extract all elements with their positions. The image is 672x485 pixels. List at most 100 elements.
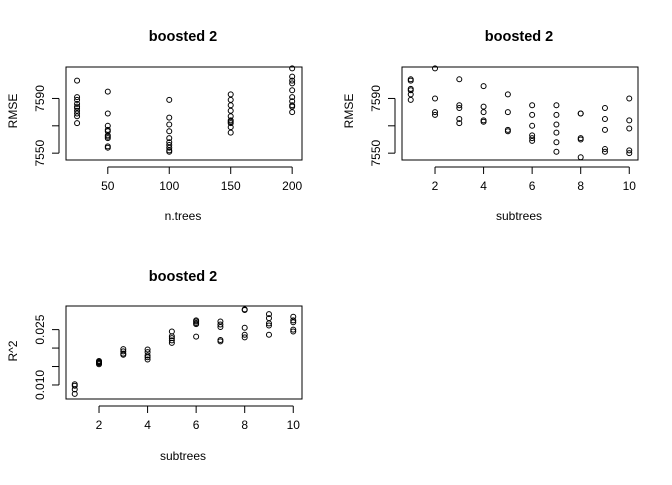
x-tick-label: 8: [241, 418, 248, 432]
data-point: [553, 148, 560, 155]
data-point: [104, 144, 111, 151]
y-axis-label: RMSE: [342, 94, 356, 129]
data-point: [553, 111, 560, 118]
data-point: [265, 311, 272, 318]
data-point: [289, 102, 296, 109]
data-point: [74, 100, 81, 107]
data-point: [480, 109, 487, 116]
panel-title: boosted 2: [149, 29, 217, 45]
data-point: [265, 322, 272, 329]
data-point: [601, 115, 608, 122]
data-point: [144, 354, 151, 361]
y-axis-label: RMSE: [6, 94, 20, 129]
data-point: [104, 110, 111, 117]
panel-title: boosted 2: [149, 269, 217, 285]
data-point: [529, 122, 536, 129]
data-point: [71, 386, 78, 393]
x-axis-label: subtrees: [496, 209, 542, 223]
data-point: [577, 136, 584, 143]
panel-title: boosted 2: [485, 29, 553, 45]
data-point: [290, 319, 297, 326]
y-tick-label: 0.025: [33, 314, 47, 344]
data-point: [168, 339, 175, 346]
data-point: [529, 137, 536, 144]
data-point: [74, 77, 81, 84]
data-point: [626, 117, 633, 124]
data-point: [227, 120, 234, 127]
x-tick-label: 50: [101, 179, 115, 193]
plot-frame: [65, 66, 303, 161]
data-point: [74, 94, 81, 101]
data-point: [71, 382, 78, 389]
data-point: [601, 148, 608, 155]
data-point: [241, 331, 248, 338]
data-point: [227, 129, 234, 136]
y-tick-label: 7590: [369, 85, 383, 112]
data-point: [553, 102, 560, 109]
data-point: [289, 94, 296, 101]
data-point: [553, 139, 560, 146]
data-point: [407, 87, 414, 94]
y-tick-label: 7550: [33, 139, 47, 166]
data-point: [166, 121, 173, 128]
y-tick-label: 7590: [33, 85, 47, 112]
data-point: [227, 117, 234, 124]
data-point: [166, 128, 173, 135]
data-point: [120, 348, 127, 355]
x-tick-label: 2: [96, 418, 103, 432]
data-point: [217, 338, 224, 345]
data-point: [241, 324, 248, 331]
data-point: [166, 135, 173, 142]
data-point: [74, 96, 81, 103]
data-point: [104, 126, 111, 133]
data-point: [289, 73, 296, 80]
data-point: [456, 76, 463, 83]
data-point: [104, 133, 111, 140]
data-point: [504, 91, 511, 98]
data-point: [144, 346, 151, 353]
data-point: [407, 76, 414, 83]
data-point: [432, 95, 439, 102]
data-point: [166, 114, 173, 121]
data-point: [289, 80, 296, 87]
x-tick-label: 200: [282, 179, 302, 193]
data-point: [217, 324, 224, 331]
data-point: [626, 150, 633, 157]
data-point: [217, 321, 224, 328]
data-point: [456, 120, 463, 127]
panel-rmse-vs-ntrees: boosted 2 n.trees RMSE 50 100 150 200 7550 75…: [6, 29, 303, 223]
x-axis-label: n.trees: [165, 209, 202, 223]
data-point: [432, 65, 439, 72]
data-point: [529, 135, 536, 142]
data-point: [71, 390, 78, 397]
data-point: [290, 326, 297, 333]
data-point: [480, 118, 487, 125]
data-point: [626, 125, 633, 132]
data-point: [289, 87, 296, 94]
x-tick-label: 10: [287, 418, 301, 432]
data-point: [168, 333, 175, 340]
x-tick-label: 6: [529, 179, 536, 193]
data-point: [529, 102, 536, 109]
data-point: [480, 103, 487, 110]
data-point: [504, 128, 511, 135]
data-point: [553, 121, 560, 128]
data-point: [432, 111, 439, 118]
data-point: [577, 110, 584, 117]
x-tick-label: 4: [144, 418, 151, 432]
data-point: [290, 328, 297, 335]
data-point: [289, 65, 296, 72]
x-tick-label: 150: [221, 179, 241, 193]
data-point: [626, 147, 633, 154]
panel-rmse-vs-subtrees: boosted 2 subtrees RMSE 2 4 6 8 10 7550 7590: [342, 29, 639, 223]
data-point: [407, 96, 414, 103]
data-point: [601, 146, 608, 153]
data-point: [74, 105, 81, 112]
data-point: [120, 346, 127, 353]
data-point: [227, 91, 234, 98]
plot-frame: [401, 66, 639, 161]
x-axis-label: subtrees: [160, 449, 206, 463]
data-point: [626, 95, 633, 102]
